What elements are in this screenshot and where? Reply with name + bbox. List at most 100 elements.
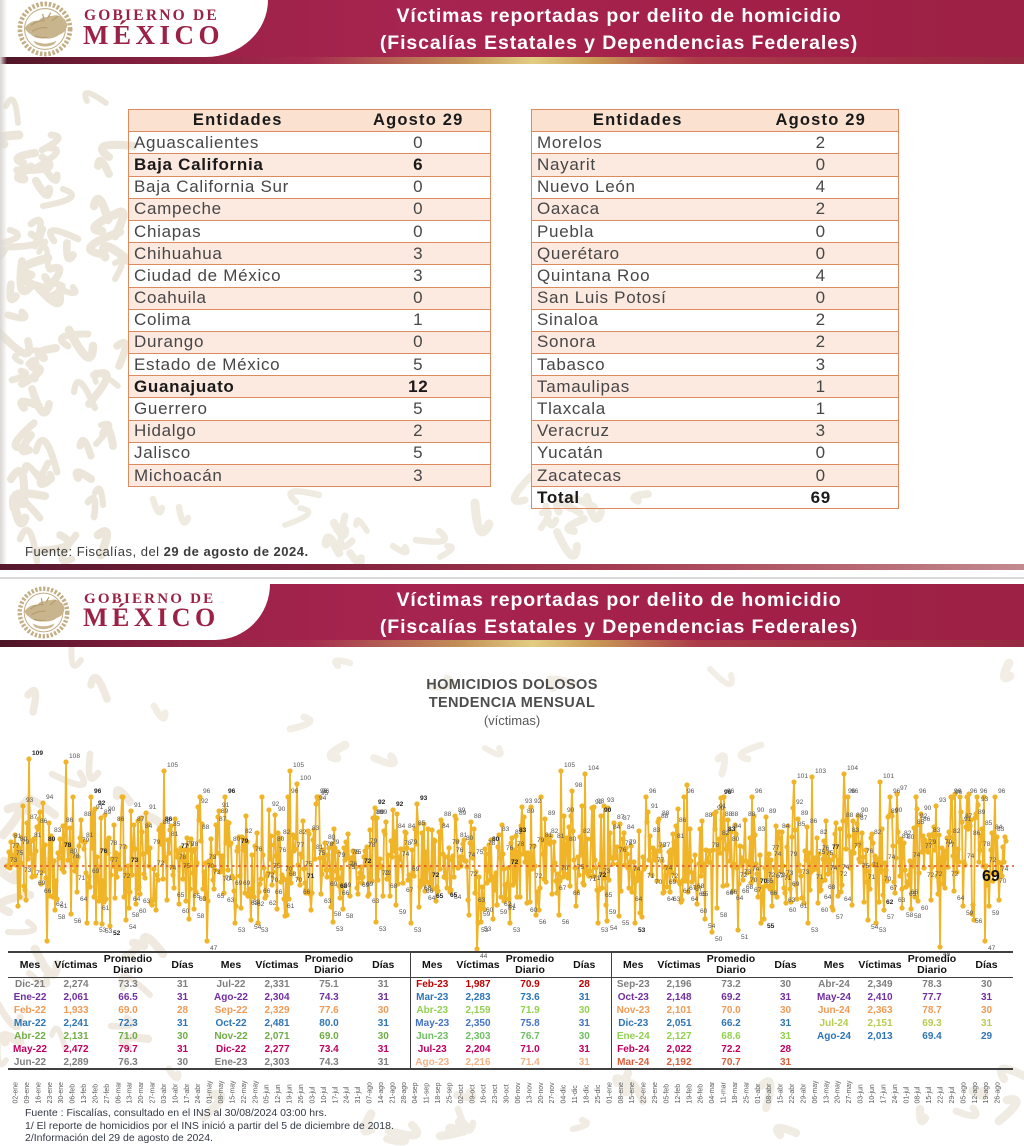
svg-text:23-ene: 23-ene	[47, 1082, 54, 1104]
svg-text:08-ene: 08-ene	[618, 1082, 625, 1104]
svg-text:90: 90	[757, 807, 765, 814]
svg-text:22-may: 22-may	[241, 1080, 248, 1104]
svg-text:59: 59	[992, 910, 1000, 917]
svg-text:58: 58	[197, 913, 205, 920]
svg-text:68: 68	[424, 885, 432, 892]
svg-text:64: 64	[133, 896, 141, 903]
svg-text:15-may: 15-may	[230, 1080, 237, 1104]
svg-text:94: 94	[319, 795, 327, 802]
svg-text:91: 91	[964, 816, 972, 823]
svg-text:20-may: 20-may	[835, 1080, 842, 1104]
svg-text:20-feb: 20-feb	[92, 1084, 99, 1104]
svg-text:63: 63	[788, 897, 796, 904]
svg-text:77: 77	[925, 843, 933, 850]
svg-text:72: 72	[989, 857, 997, 864]
svg-text:71: 71	[593, 875, 601, 882]
svg-text:72: 72	[768, 872, 776, 879]
svg-text:06-may: 06-may	[812, 1080, 819, 1104]
svg-text:86: 86	[66, 817, 74, 824]
svg-text:01-ene: 01-ene	[606, 1082, 613, 1104]
svg-text:60: 60	[700, 908, 708, 915]
svg-text:81: 81	[902, 833, 910, 840]
svg-text:65: 65	[766, 878, 774, 885]
svg-text:26-feb: 26-feb	[698, 1084, 705, 1104]
svg-text:12-feb: 12-feb	[675, 1084, 682, 1104]
svg-text:69: 69	[366, 881, 374, 888]
svg-text:54: 54	[129, 924, 137, 931]
svg-text:72: 72	[778, 872, 786, 879]
svg-text:70: 70	[760, 878, 768, 885]
svg-text:03-jun: 03-jun	[858, 1084, 865, 1103]
svg-text:63: 63	[199, 896, 207, 903]
svg-text:18-mar: 18-mar	[732, 1081, 739, 1104]
svg-text:64: 64	[691, 896, 699, 903]
svg-text:89: 89	[459, 810, 467, 817]
svg-text:75: 75	[348, 864, 356, 871]
svg-text:68: 68	[828, 884, 836, 891]
svg-text:76: 76	[279, 847, 287, 854]
svg-text:75: 75	[16, 850, 24, 857]
svg-text:90: 90	[604, 807, 612, 814]
svg-text:73: 73	[786, 870, 794, 877]
svg-text:69: 69	[362, 882, 370, 889]
svg-text:67: 67	[559, 885, 567, 892]
svg-text:62: 62	[56, 901, 64, 908]
svg-text:76: 76	[866, 848, 874, 855]
svg-text:82: 82	[245, 828, 253, 835]
svg-text:90: 90	[567, 807, 575, 814]
svg-text:66: 66	[726, 890, 734, 897]
svg-text:60: 60	[182, 908, 190, 915]
svg-text:67: 67	[890, 885, 898, 892]
svg-text:08-abr: 08-abr	[766, 1083, 773, 1104]
svg-text:84: 84	[442, 823, 450, 830]
svg-text:70: 70	[207, 863, 215, 870]
svg-text:70: 70	[223, 876, 231, 883]
svg-text:58: 58	[334, 911, 342, 918]
svg-text:69: 69	[792, 881, 800, 888]
svg-text:58: 58	[720, 912, 728, 919]
svg-text:61: 61	[800, 903, 808, 910]
svg-text:96: 96	[954, 788, 962, 795]
svg-text:86: 86	[40, 818, 48, 825]
svg-text:16-ene: 16-ene	[35, 1082, 42, 1104]
svg-text:53: 53	[105, 928, 113, 935]
svg-text:66: 66	[426, 888, 434, 895]
svg-text:53: 53	[99, 927, 107, 934]
svg-text:84: 84	[995, 824, 1003, 831]
svg-text:66: 66	[303, 889, 311, 896]
svg-text:19-jun: 19-jun	[287, 1084, 294, 1103]
svg-text:93: 93	[597, 798, 605, 805]
svg-text:78: 78	[983, 841, 991, 848]
svg-text:72: 72	[951, 871, 959, 878]
svg-text:74: 74	[468, 852, 476, 859]
svg-text:79: 79	[410, 839, 418, 846]
svg-text:60: 60	[821, 907, 829, 914]
svg-text:80: 80	[277, 836, 285, 843]
svg-text:96: 96	[649, 788, 657, 795]
svg-text:92: 92	[98, 800, 106, 807]
svg-text:83: 83	[997, 826, 1005, 833]
svg-text:81: 81	[86, 832, 94, 839]
svg-text:80: 80	[233, 836, 241, 843]
svg-text:74: 74	[830, 865, 838, 872]
svg-text:64: 64	[824, 894, 832, 901]
svg-text:73: 73	[603, 868, 611, 875]
svg-text:71: 71	[784, 875, 792, 882]
svg-text:74: 74	[967, 853, 975, 860]
svg-text:75: 75	[318, 850, 326, 857]
svg-text:77: 77	[947, 842, 955, 849]
svg-text:60: 60	[530, 907, 538, 914]
svg-text:05-jun: 05-jun	[264, 1084, 271, 1103]
svg-text:78: 78	[64, 842, 72, 849]
svg-text:77: 77	[529, 844, 537, 851]
svg-text:72: 72	[535, 873, 543, 880]
svg-text:58: 58	[346, 913, 354, 920]
svg-text:78: 78	[72, 853, 80, 860]
svg-text:78: 78	[452, 839, 460, 846]
svg-text:69: 69	[412, 866, 420, 873]
svg-text:87: 87	[623, 815, 631, 822]
svg-text:96: 96	[755, 788, 763, 795]
svg-text:92: 92	[201, 798, 209, 805]
svg-text:88: 88	[846, 812, 854, 819]
svg-text:20-mar: 20-mar	[138, 1081, 145, 1104]
